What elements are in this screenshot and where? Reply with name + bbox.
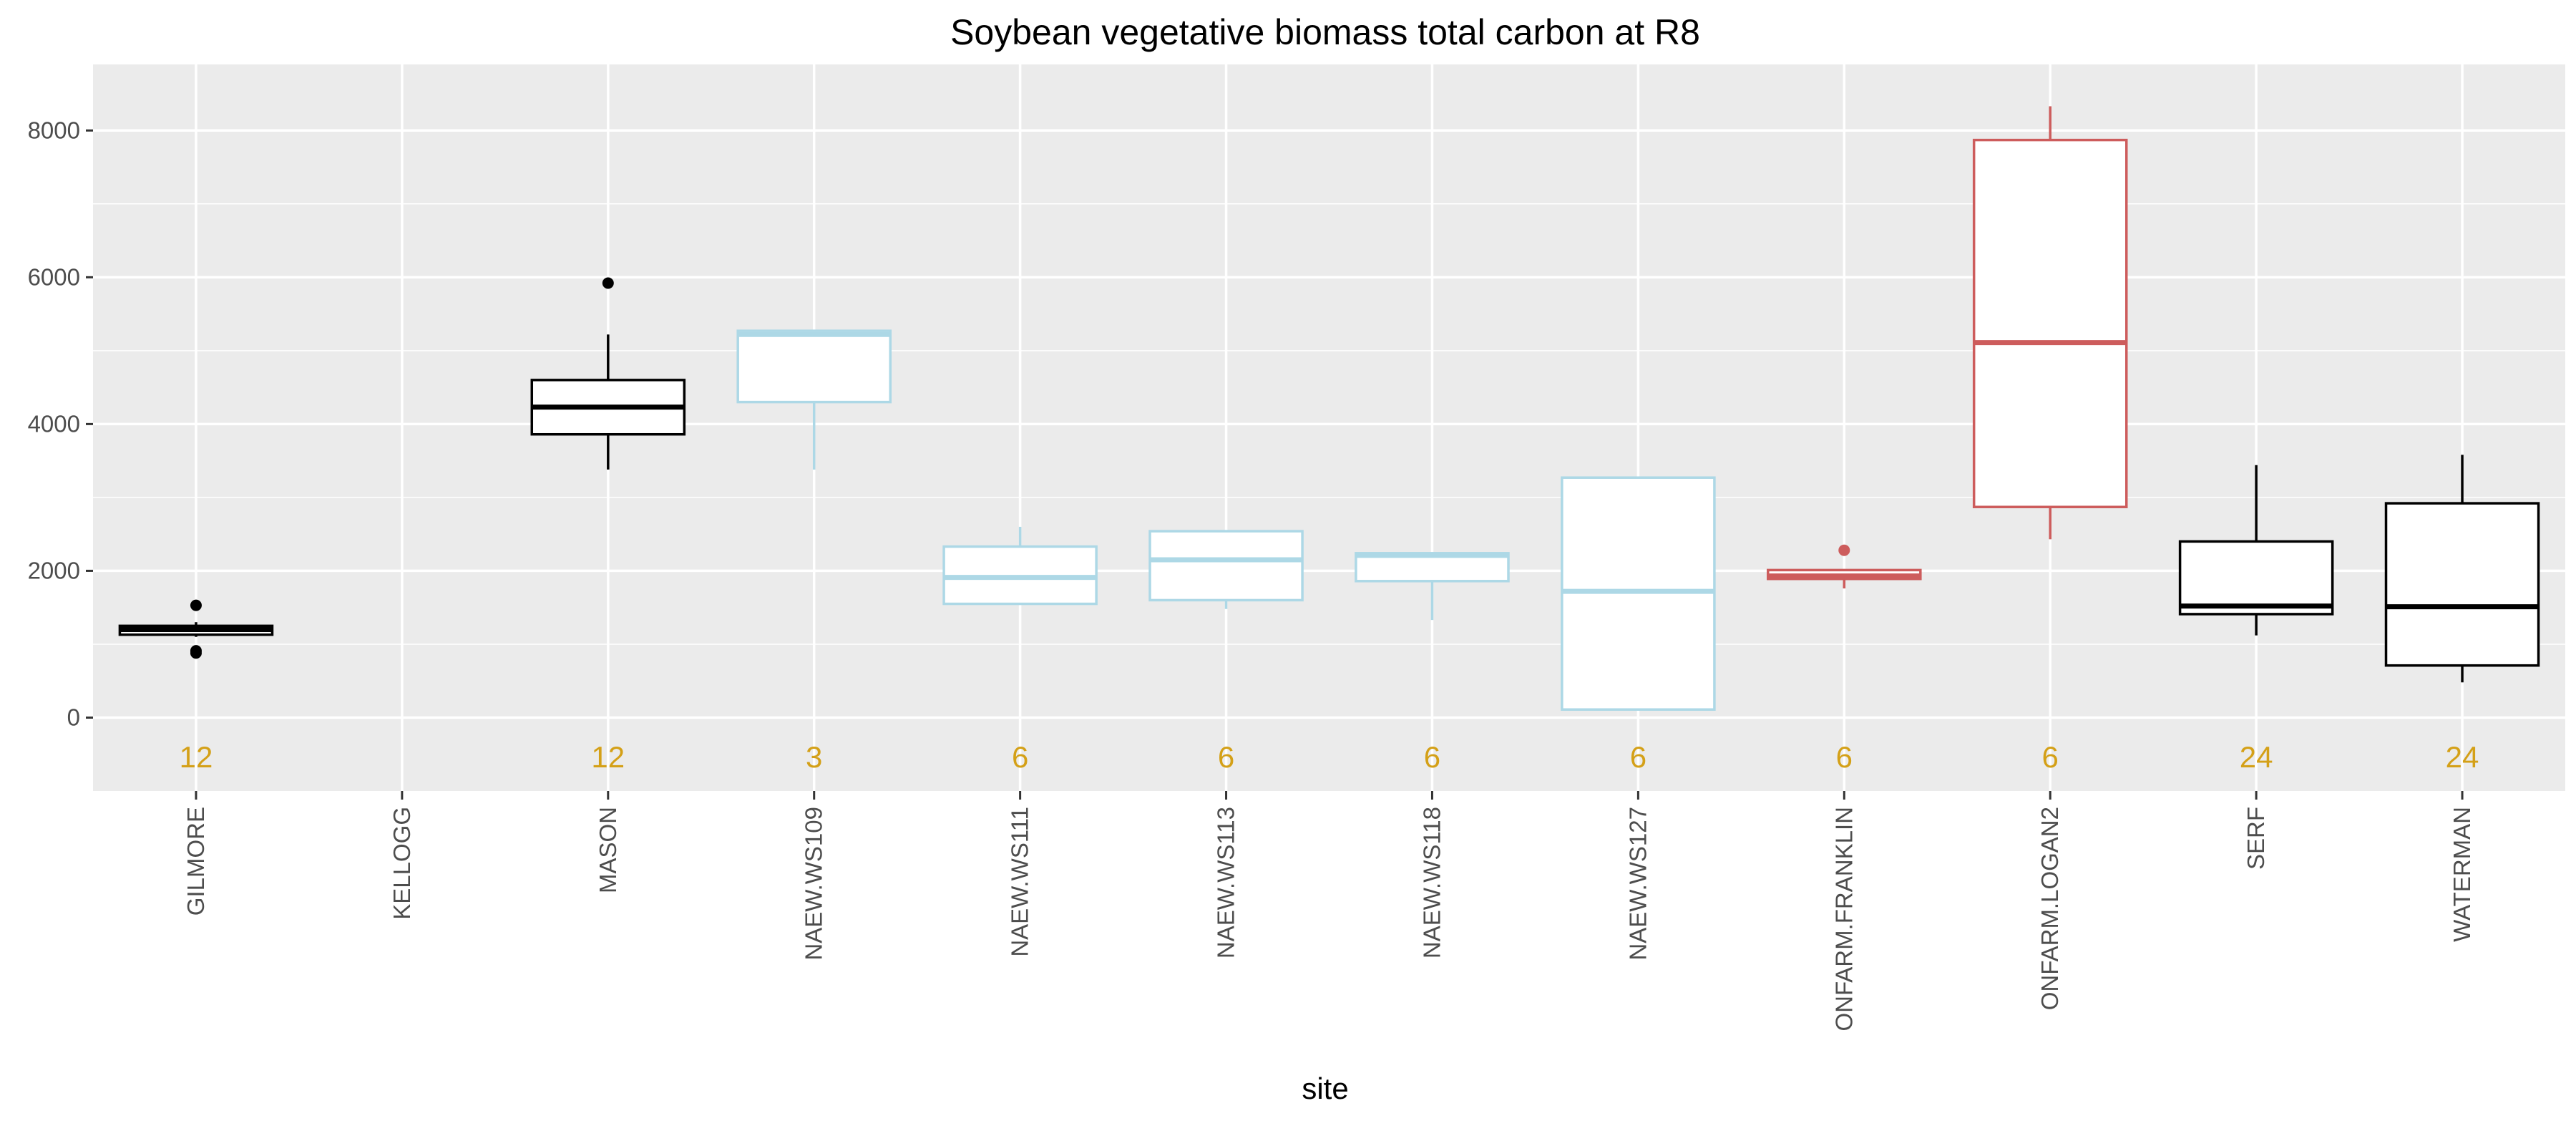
box-naew-ws109: [736, 329, 892, 470]
plot-panel: [93, 64, 2565, 791]
x-tick-label: NAEW.WS109: [801, 807, 827, 961]
x-tick-label: KELLOGG: [389, 807, 415, 920]
box-waterman: [2384, 455, 2540, 683]
count-label: 12: [591, 740, 625, 774]
x-tick-label: ONFARM.FRANKLIN: [1830, 807, 1857, 1032]
outlier-point: [190, 645, 202, 657]
x-tick-label: MASON: [595, 807, 621, 893]
iqr-box: [1972, 138, 2128, 508]
iqr-box: [2178, 540, 2334, 616]
box-naew-ws111: [942, 526, 1098, 606]
x-tick-label: NAEW.WS113: [1213, 807, 1239, 958]
x-tick-label: NAEW.WS127: [1624, 807, 1651, 961]
y-tick-label: 4000: [28, 410, 80, 437]
x-tick-label: ONFARM.LOGAN2: [2036, 807, 2063, 1010]
boxplot-series: [118, 106, 2540, 711]
box-mason: [530, 277, 686, 470]
chart-title: Soybean vegetative biomass total carbon …: [950, 12, 1700, 52]
count-label: 12: [180, 740, 213, 774]
minor-gridlines: [93, 203, 2565, 645]
y-tick-label: 2000: [28, 557, 80, 583]
y-axis: 0 2000 4000 6000 8000: [28, 117, 93, 730]
y-tick-label: 0: [67, 704, 80, 730]
x-tick-label: NAEW.WS111: [1007, 807, 1033, 957]
x-axis-title: site: [1302, 1072, 1348, 1105]
x-axis: GILMORE KELLOGG MASON NAEW.WS109 NAEW.WS111 N…: [182, 791, 2475, 1032]
count-label: 6: [1012, 740, 1028, 774]
count-label: 24: [2240, 740, 2273, 774]
box-naew-ws118: [1355, 552, 1510, 621]
x-tick-label: GILMORE: [182, 807, 209, 916]
outlier-point: [1838, 544, 1850, 556]
iqr-box: [1148, 530, 1304, 602]
x-tick-label: NAEW.WS118: [1418, 807, 1445, 958]
count-label: 3: [806, 740, 822, 774]
box-serf: [2178, 465, 2334, 636]
outlier-point: [602, 277, 614, 289]
count-label: 6: [1218, 740, 1234, 774]
count-labels: 12 12 3 6 6 6 6 6 6 24 24: [180, 740, 2479, 774]
count-label: 6: [1424, 740, 1440, 774]
count-label: 24: [2446, 740, 2479, 774]
box-gilmore: [118, 599, 274, 659]
box-naew-ws113: [1148, 530, 1304, 609]
box-onfarm-logan2: [1972, 106, 2128, 540]
x-tick-label: WATERMAN: [2449, 807, 2475, 942]
y-tick-label: 6000: [28, 263, 80, 290]
count-label: 6: [1630, 740, 1646, 774]
iqr-box: [736, 329, 892, 404]
box-onfarm-franklin: [1767, 544, 1922, 589]
count-label: 6: [2042, 740, 2059, 774]
box-naew-ws127: [1561, 476, 1716, 711]
y-tick-label: 8000: [28, 117, 80, 143]
x-tick-label: SERF: [2243, 807, 2269, 870]
count-label: 6: [1836, 740, 1853, 774]
iqr-box: [2384, 502, 2540, 667]
outlier-point: [190, 599, 202, 611]
